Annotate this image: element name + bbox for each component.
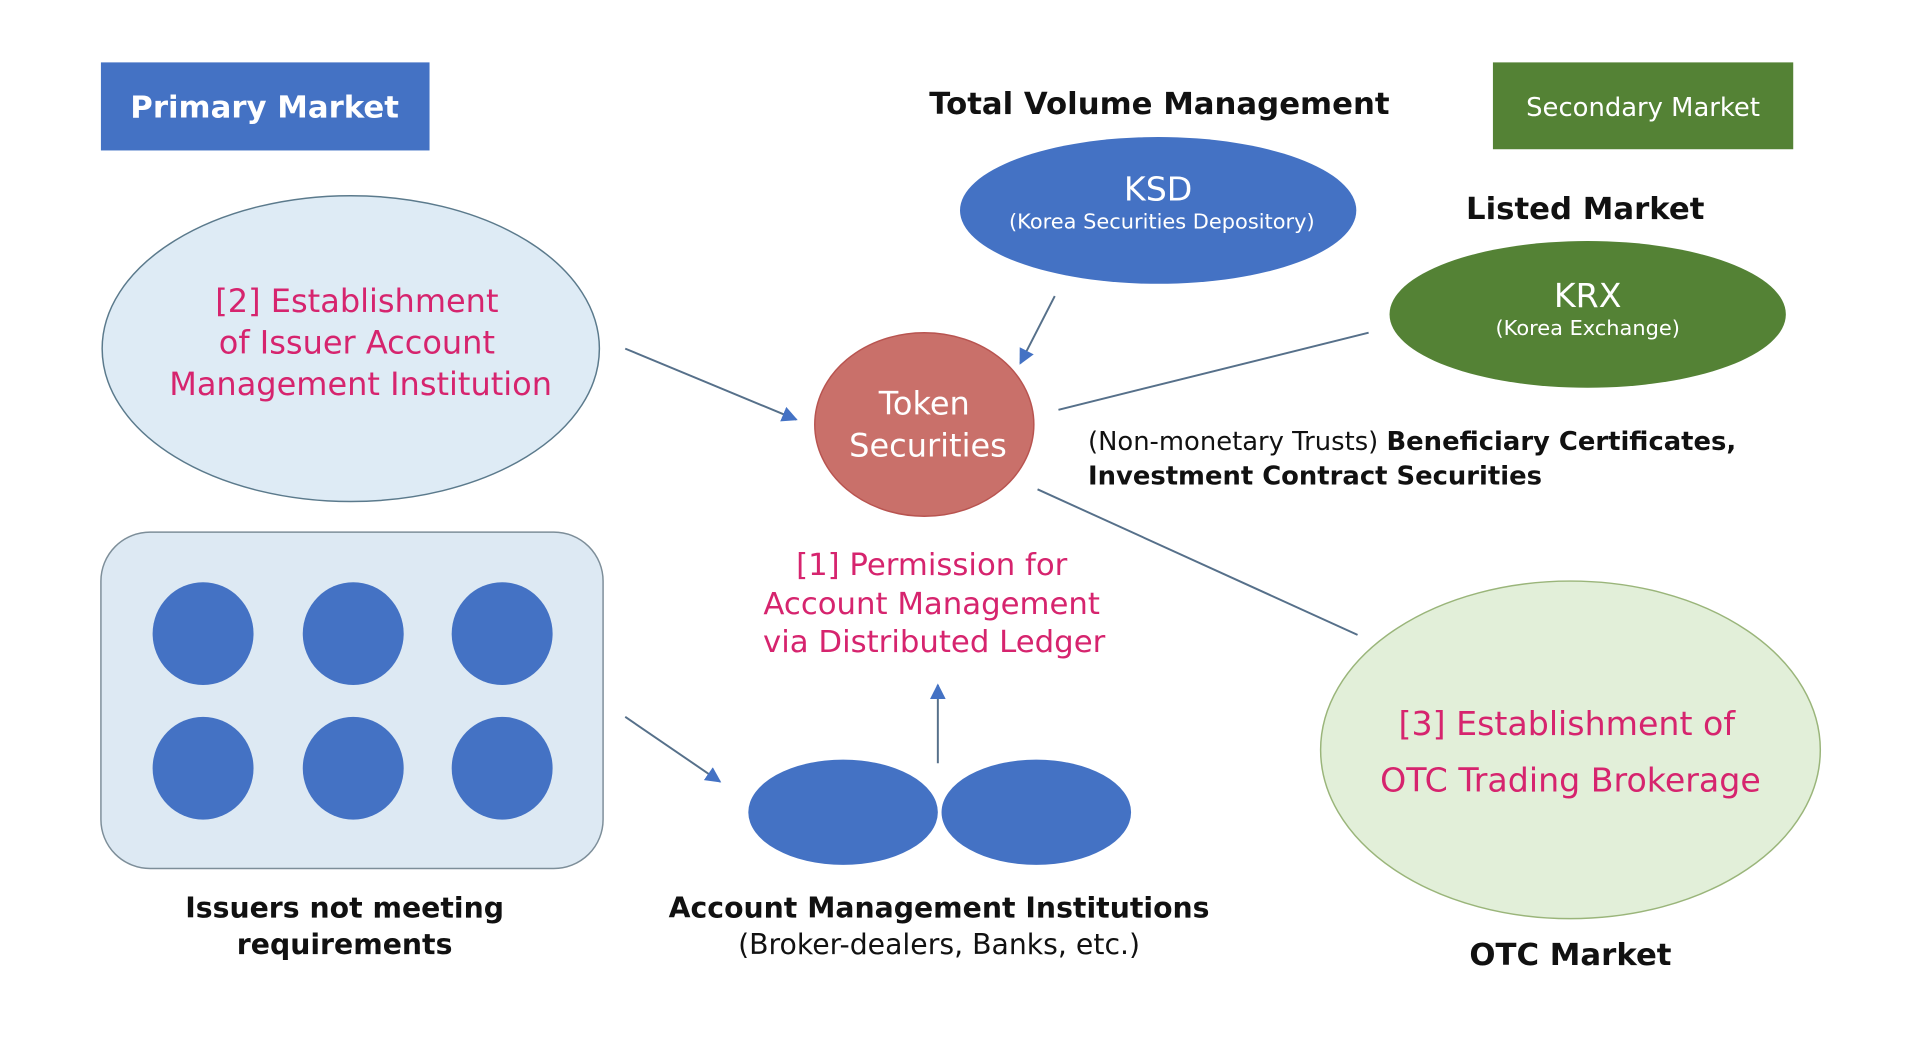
arrow-ksd-to-token xyxy=(1019,295,1056,365)
krx-subtitle: (Korea Exchange) xyxy=(1495,316,1679,340)
issuer-institution-node: [2] Establishment of Issuer Account Mana… xyxy=(101,194,601,503)
institutions-title: Account Management Institutions xyxy=(669,892,1210,925)
secondary-market-label: Secondary Market xyxy=(1526,93,1760,123)
issuers-group xyxy=(100,531,604,870)
issuer-institution-line-2: of Issuer Account xyxy=(219,324,495,362)
primary-market-box: Primary Market xyxy=(100,62,430,151)
ksd-title: KSD xyxy=(1124,170,1192,209)
securities-types-line-2: Investment Contract Securities xyxy=(1088,461,1542,491)
token-line-2: Securities xyxy=(849,426,1007,464)
otc-market-label: OTC Market xyxy=(1469,938,1671,973)
secondary-market-box: Secondary Market xyxy=(1492,62,1794,150)
otc-line-1: [3] Establishment of xyxy=(1398,704,1736,743)
line-token-to-otc xyxy=(1037,488,1358,636)
krx-title: KRX xyxy=(1554,276,1622,315)
arrow-issuer-to-token xyxy=(624,347,798,422)
permission-line-2: Account Management xyxy=(763,587,1099,622)
institution-ellipse xyxy=(748,759,938,865)
securities-types-line-1: (Non-monetary Trusts) Beneficiary Certif… xyxy=(1088,427,1736,457)
token-securities-node: Token Securities xyxy=(814,331,1035,517)
ksd-subtitle: (Korea Securities Depository) xyxy=(1009,210,1315,234)
permission-line-1: [1] Permission for xyxy=(796,548,1068,583)
issuer-circle xyxy=(152,716,254,820)
institution-ellipse xyxy=(941,759,1132,865)
issuer-circle xyxy=(302,716,404,820)
securities-types-normal: (Non-monetary Trusts) xyxy=(1088,427,1386,457)
issuer-circle xyxy=(302,582,404,686)
issuer-circle xyxy=(451,582,553,686)
token-line-1: Token xyxy=(878,385,970,423)
institutions-subtitle: (Broker-dealers, Banks, etc.) xyxy=(738,928,1140,961)
otc-node: [3] Establishment of OTC Trading Brokera… xyxy=(1319,580,1822,920)
issuer-institution-line-1: [2] Establishment xyxy=(215,282,498,320)
listed-market-label: Listed Market xyxy=(1466,192,1704,227)
issuers-label-line-1: Issuers not meeting xyxy=(185,892,504,925)
issuer-institution-line-3: Management Institution xyxy=(169,365,552,403)
krx-node: KRX (Korea Exchange) xyxy=(1389,240,1786,388)
securities-types-bold: Beneficiary Certificates, xyxy=(1386,427,1736,457)
arrow-issuers-to-institutions xyxy=(624,716,722,783)
ksd-node: KSD (Korea Securities Depository) xyxy=(960,137,1357,284)
issuer-circle xyxy=(451,716,553,820)
issuer-circle xyxy=(152,582,254,686)
institutions-node xyxy=(748,759,1132,865)
total-volume-label: Total Volume Management xyxy=(929,87,1389,122)
otc-line-2: OTC Trading Brokerage xyxy=(1380,761,1761,800)
permission-line-3: via Distributed Ledger xyxy=(763,625,1106,660)
issuers-label-line-2: requirements xyxy=(237,928,453,961)
primary-market-label: Primary Market xyxy=(130,91,399,126)
line-token-to-krx xyxy=(1058,331,1369,411)
